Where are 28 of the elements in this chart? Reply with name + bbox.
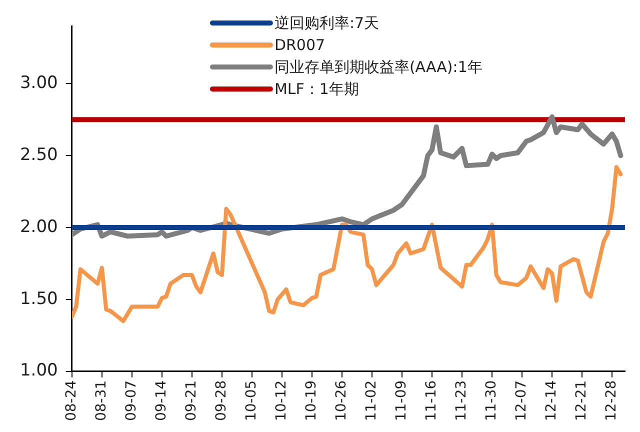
x-tick-label: 12-28 [604,380,620,422]
x-tick-label: 12-07 [514,380,530,422]
x-tick-label: 09-14 [154,380,170,422]
y-tick-label: 1.50 [20,288,58,309]
legend-label: MLF：1年期 [274,80,359,98]
y-tick-label: 2.00 [20,216,58,237]
y-tick-label: 1.00 [20,360,58,381]
x-tick-label: 11-16 [424,380,440,422]
x-tick-label: 10-05 [244,380,260,422]
x-tick-label: 10-19 [304,380,320,422]
x-tick-label: 10-12 [274,380,290,422]
x-tick-label: 12-14 [544,380,560,422]
legend-label: 逆回购利率:7天 [274,14,380,32]
legend-label: 同业存单到期收益率(AAA):1年 [274,58,482,76]
x-tick-label: 11-23 [454,380,470,422]
x-tick-label: 11-30 [484,380,500,422]
x-tick-label: 09-07 [124,380,140,422]
x-tick-label: 09-28 [214,380,230,422]
x-tick-label: 09-21 [184,380,200,422]
x-tick-label: 11-02 [364,380,380,422]
y-tick-label: 3.00 [20,73,58,94]
legend-label: DR007 [274,36,326,54]
x-tick-label: 08-24 [63,380,80,422]
x-tick-label: 10-26 [334,380,350,422]
x-tick-label: 08-31 [94,380,110,422]
y-tick-label: 2.50 [20,145,58,166]
x-tick-label: 12-21 [574,380,590,422]
x-tick-label: 11-09 [394,380,410,422]
